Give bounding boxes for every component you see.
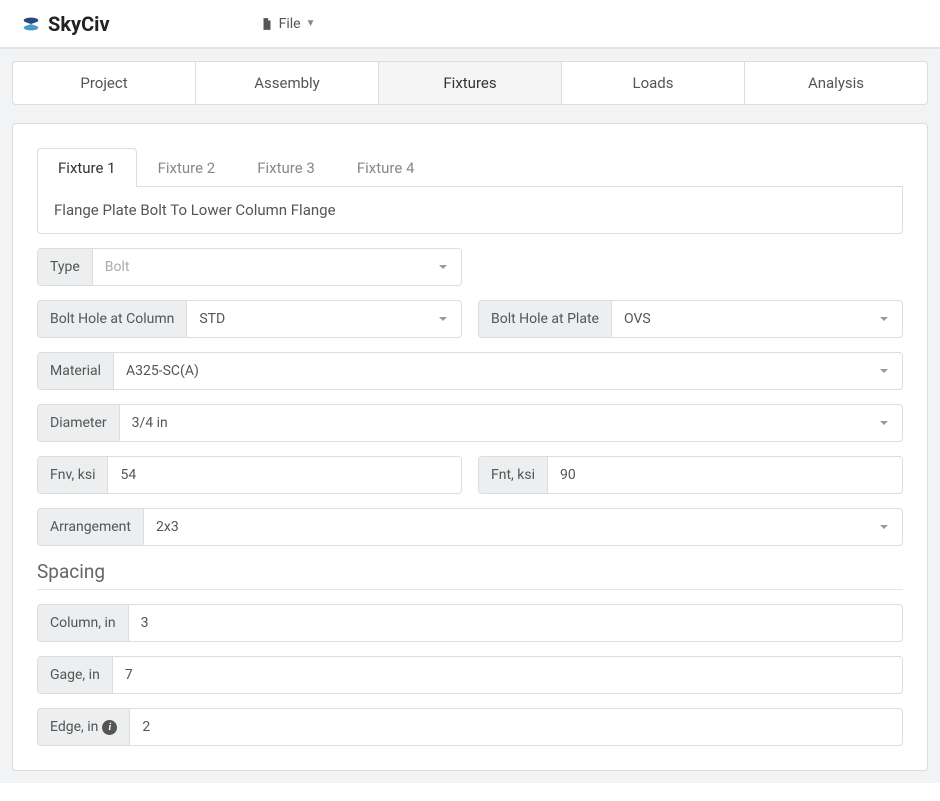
subtab-fixture-4[interactable]: Fixture 4 [336,148,436,187]
bolt-hole-column-value: STD [199,311,449,327]
fnt-label: Fnt, ksi [479,457,548,493]
spacing-column-input[interactable] [141,615,890,631]
brand-logo[interactable]: SkyCiv [20,12,110,36]
spacing-gage-label: Gage, in [38,657,113,693]
diameter-field: Diameter 3/4 in [37,404,903,442]
fixture-form: Type Bolt Bolt Hole at Column STD Bolt H… [37,248,903,746]
material-value: A325-SC(A) [126,363,890,379]
spacing-gage-input[interactable] [125,667,890,683]
spacing-edge-label: Edge, in i [38,709,130,745]
bolt-hole-plate-select[interactable]: OVS [612,301,902,337]
fixture-description: Flange Plate Bolt To Lower Column Flange [37,187,903,234]
arrangement-field: Arrangement 2x3 [37,508,903,546]
fnt-field: Fnt, ksi [478,456,903,494]
chevron-down-icon: ▼ [306,18,316,29]
diameter-label: Diameter [38,405,120,441]
tab-project[interactable]: Project [13,62,196,104]
fnv-label: Fnv, ksi [38,457,108,493]
fixtures-panel: Fixture 1 Fixture 2 Fixture 3 Fixture 4 … [12,123,928,771]
spacing-column-input-wrap [129,605,902,641]
tab-fixtures[interactable]: Fixtures [379,62,562,104]
material-label: Material [38,353,114,389]
fnt-input-wrap [548,457,902,493]
spacing-edge-label-text: Edge, in [50,719,98,735]
bolt-hole-plate-label: Bolt Hole at Plate [479,301,612,337]
type-label: Type [38,249,93,285]
arrangement-label: Arrangement [38,509,144,545]
file-icon [260,17,274,31]
fixture-subtabs: Fixture 1 Fixture 2 Fixture 3 Fixture 4 [37,148,903,187]
brand-name: SkyCiv [48,12,110,36]
type-value: Bolt [105,259,449,275]
bolt-hole-column-label: Bolt Hole at Column [38,301,187,337]
bolt-hole-plate-value: OVS [624,311,890,327]
spacing-edge-input-wrap [130,709,902,745]
bolt-hole-column-field: Bolt Hole at Column STD [37,300,462,338]
logo-icon [20,13,42,35]
fnv-input-wrap [108,457,461,493]
file-menu-label: File [279,16,301,32]
main-tabs: Project Assembly Fixtures Loads Analysis [12,61,928,105]
spacing-edge-field: Edge, in i [37,708,903,746]
material-select[interactable]: A325-SC(A) [114,353,902,389]
arrangement-select[interactable]: 2x3 [144,509,902,545]
subtab-fixture-3[interactable]: Fixture 3 [236,148,336,187]
tab-analysis[interactable]: Analysis [745,62,927,104]
tab-loads[interactable]: Loads [562,62,745,104]
bolt-hole-plate-field: Bolt Hole at Plate OVS [478,300,903,338]
bolt-hole-column-select[interactable]: STD [187,301,461,337]
arrangement-value: 2x3 [156,519,890,535]
topbar: SkyCiv File ▼ [0,0,940,48]
file-menu[interactable]: File ▼ [260,16,316,32]
spacing-gage-field: Gage, in [37,656,903,694]
diameter-select[interactable]: 3/4 in [120,405,902,441]
spacing-column-label: Column, in [38,605,129,641]
fnv-input[interactable] [120,467,449,483]
fnt-input[interactable] [560,467,890,483]
subtab-fixture-1[interactable]: Fixture 1 [37,148,137,187]
spacing-gage-input-wrap [113,657,902,693]
diameter-value: 3/4 in [132,415,890,431]
info-icon[interactable]: i [102,720,117,735]
fnv-field: Fnv, ksi [37,456,462,494]
type-field: Type Bolt [37,248,462,286]
spacing-edge-input[interactable] [142,719,890,735]
type-select[interactable]: Bolt [93,249,461,285]
page-body: Project Assembly Fixtures Loads Analysis… [0,48,940,783]
spacing-title: Spacing [37,560,903,590]
subtab-fixture-2[interactable]: Fixture 2 [137,148,237,187]
spacing-column-field: Column, in [37,604,903,642]
tab-assembly[interactable]: Assembly [196,62,379,104]
material-field: Material A325-SC(A) [37,352,903,390]
